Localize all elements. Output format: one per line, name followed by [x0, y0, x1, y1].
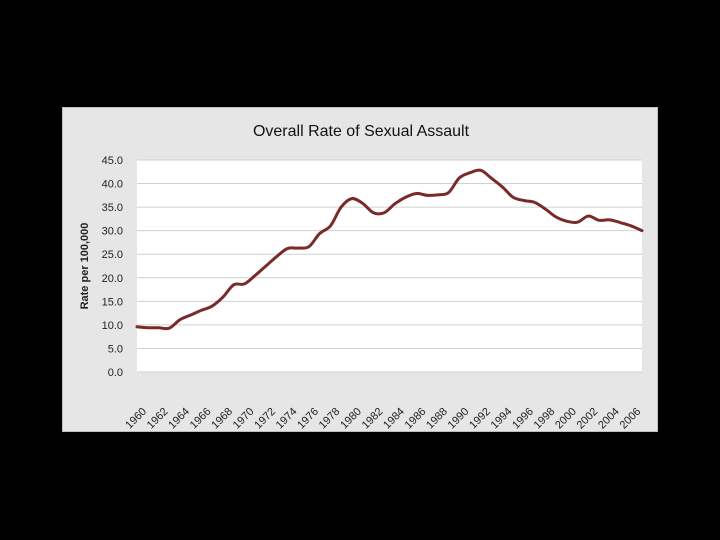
x-tick-label: 1980	[338, 406, 364, 432]
plot-area	[137, 160, 642, 372]
grid-lines	[137, 159, 642, 373]
y-axis-title: Rate per 100,000	[79, 223, 91, 310]
x-tick-label: 2002	[575, 406, 601, 432]
x-tick-label: 1982	[360, 406, 386, 432]
x-tick-label: 1988	[424, 406, 450, 432]
x-tick-label: 1970	[231, 406, 257, 432]
x-tick-label: 1998	[532, 406, 558, 432]
y-axis-ticks: 0.0 5.0 10.0 15.0 20.0 25.0 30.0 35.0 40.0 45.0	[102, 155, 123, 379]
line-chart: 0.0 5.0 10.0 15.0 20.0 25.0 30.0 35.0 40.0 45.0 1…	[79, 123, 644, 432]
y-tick-label: 45.0	[102, 155, 123, 167]
y-tick-label: 25.0	[102, 249, 123, 261]
x-tick-label: 1968	[209, 406, 235, 432]
y-tick-label: 40.0	[102, 179, 123, 191]
x-tick-label: 2006	[618, 406, 644, 432]
y-tick-label: 15.0	[102, 296, 123, 308]
x-tick-label: 1972	[252, 406, 278, 432]
x-tick-label: 2004	[596, 406, 622, 432]
chart-title: Overall Rate of Sexual Assault	[253, 123, 470, 140]
x-tick-label: 1960	[123, 406, 149, 432]
y-tick-label: 20.0	[102, 273, 123, 285]
y-tick-label: 10.0	[102, 320, 123, 332]
x-tick-label: 1996	[510, 406, 536, 432]
x-tick-label: 1974	[274, 406, 300, 432]
x-tick-label: 2000	[553, 406, 579, 432]
y-tick-label: 0.0	[108, 367, 123, 379]
x-tick-label: 1986	[403, 406, 429, 432]
x-tick-label: 1990	[446, 406, 472, 432]
x-tick-label: 1962	[145, 406, 171, 432]
x-tick-label: 1992	[467, 406, 493, 432]
x-axis-ticks: 1960196219641966196819701972197419761978…	[123, 406, 643, 432]
x-tick-label: 1976	[295, 406, 321, 432]
series-layer	[135, 168, 644, 331]
y-tick-label: 35.0	[102, 202, 123, 214]
x-tick-label: 1978	[317, 406, 343, 432]
series-line	[135, 168, 644, 331]
chart-panel: 0.0 5.0 10.0 15.0 20.0 25.0 30.0 35.0 40.0 45.0 1…	[62, 107, 658, 432]
y-tick-label: 5.0	[108, 343, 123, 355]
x-tick-label: 1964	[166, 406, 192, 432]
x-tick-label: 1984	[381, 406, 407, 432]
x-tick-label: 1966	[188, 406, 214, 432]
x-tick-label: 1994	[489, 406, 515, 432]
y-tick-label: 30.0	[102, 226, 123, 238]
